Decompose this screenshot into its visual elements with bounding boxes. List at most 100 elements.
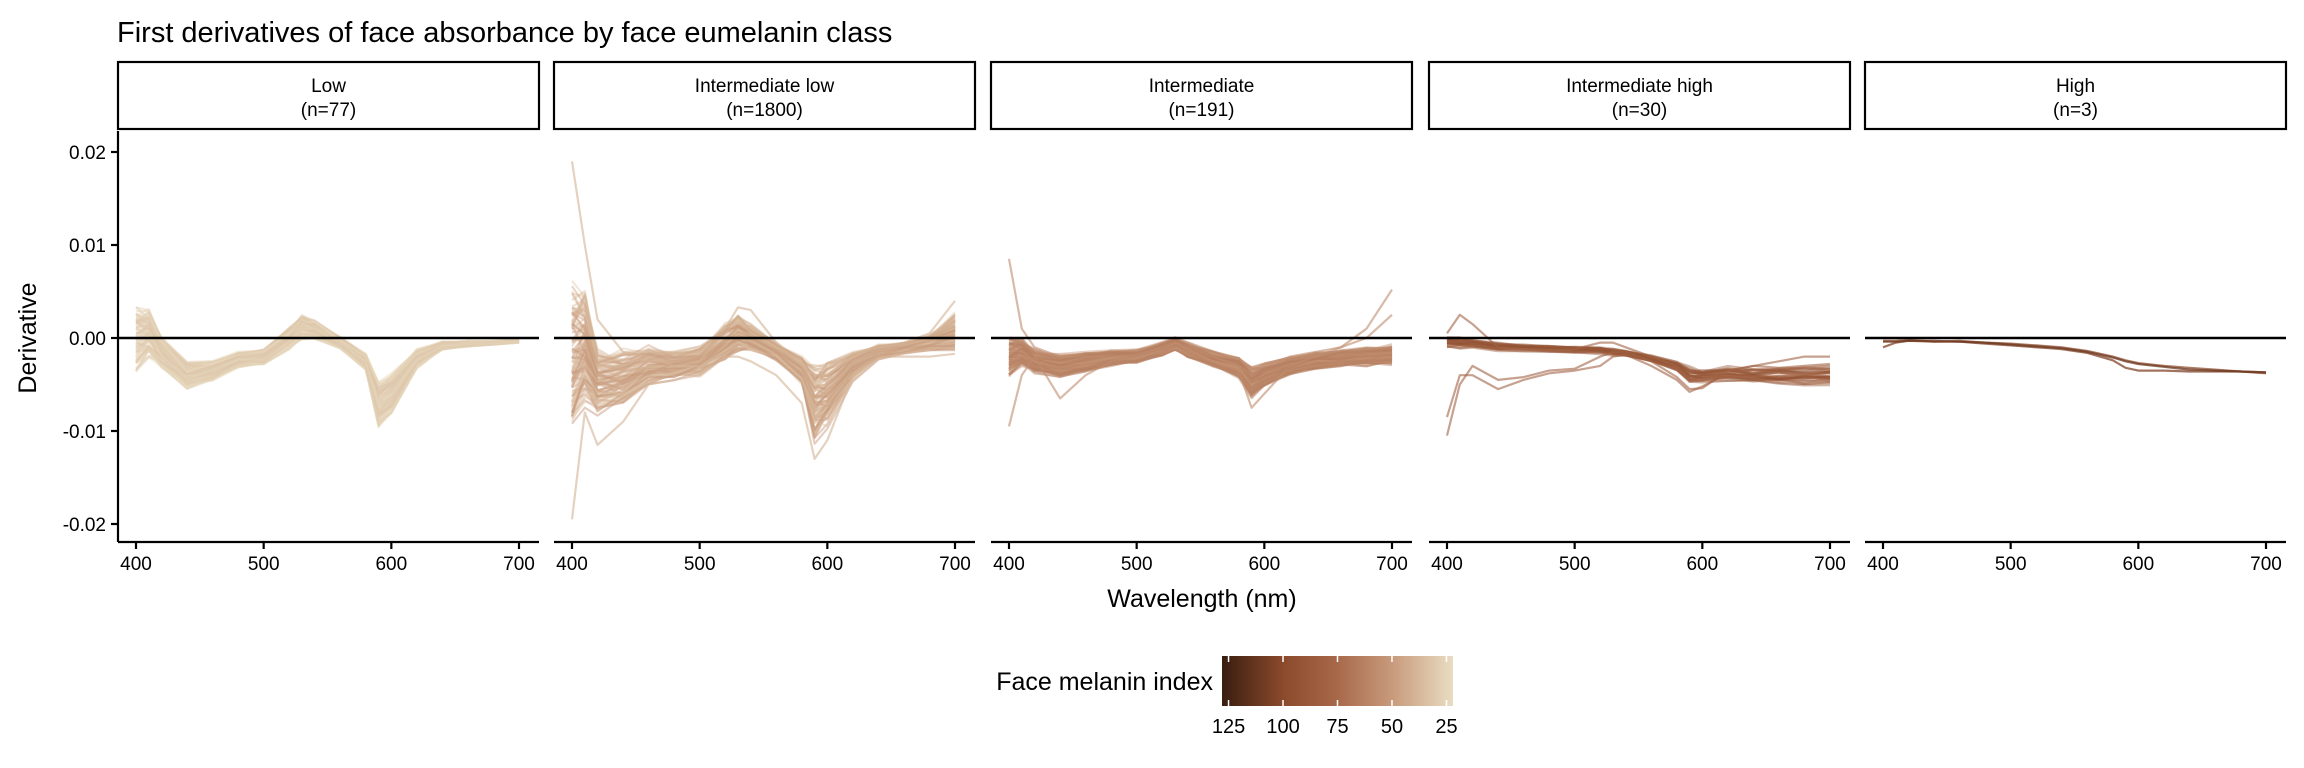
series-line — [135, 327, 520, 405]
strip-header — [552, 60, 977, 131]
series-line — [570, 330, 956, 399]
series-line — [135, 312, 520, 397]
series-line — [571, 335, 956, 409]
series-line — [135, 321, 520, 397]
series-line — [1009, 343, 1393, 383]
colorbar — [1222, 656, 1453, 706]
legend: Face melanin index 125 100 75 50 25 — [996, 656, 1458, 738]
series-line — [571, 280, 956, 375]
series-line — [571, 317, 956, 398]
series-line — [1008, 347, 1393, 392]
series-line — [135, 327, 520, 407]
series-line — [135, 318, 520, 395]
colorbar-tick-label: 25 — [1435, 716, 1457, 738]
series-line — [571, 333, 956, 419]
outlier-line — [570, 161, 956, 377]
series-line — [135, 325, 520, 413]
series-line — [1008, 346, 1393, 390]
series-line — [571, 304, 956, 383]
series-line — [1008, 344, 1393, 381]
series-line — [1008, 345, 1393, 395]
colorbar-tick-label: 50 — [1381, 716, 1403, 738]
series-line — [135, 332, 520, 414]
series-line — [1008, 348, 1393, 397]
x-tick-label: 400 — [1431, 554, 1463, 575]
series-line — [571, 321, 956, 376]
series-line — [135, 332, 520, 421]
series-line — [135, 320, 520, 393]
series-line — [1008, 341, 1393, 386]
x-tick-label: 700 — [939, 554, 971, 575]
series-line — [135, 324, 520, 407]
y-tick-label: 0.02 — [69, 143, 106, 164]
series-line — [135, 327, 520, 415]
series-line — [1008, 347, 1393, 394]
series-line — [1008, 348, 1393, 391]
series-line — [1008, 348, 1393, 392]
series-line — [135, 314, 520, 395]
series-line — [571, 333, 956, 416]
series-line — [135, 313, 520, 389]
x-tick-label: 600 — [1248, 554, 1280, 575]
series-line — [571, 332, 956, 400]
series-line — [571, 343, 956, 438]
outlier-line — [1007, 313, 1393, 427]
series-line — [1008, 343, 1393, 383]
series-line — [135, 328, 520, 413]
series-line — [135, 330, 520, 417]
series-line — [1008, 348, 1393, 400]
series-line — [135, 312, 520, 388]
series-line — [570, 323, 956, 399]
series-line — [1882, 339, 2267, 374]
panel-intermediate: Intermediate (n=191) 400 500 600 700 — [989, 60, 1414, 575]
series-line — [135, 320, 520, 395]
series-line — [571, 334, 956, 411]
series-line — [571, 323, 956, 389]
series-line — [571, 340, 956, 423]
series-line — [1008, 343, 1393, 383]
series-line — [571, 346, 956, 421]
series-line — [570, 332, 956, 407]
x-tick-label: 400 — [1867, 554, 1899, 575]
series-line — [1008, 338, 1393, 378]
series-line — [135, 314, 520, 384]
series-line — [135, 315, 520, 388]
series-line — [135, 314, 520, 387]
x-tick-label: 500 — [1121, 554, 1153, 575]
chart-title: First derivatives of face absorbance by … — [117, 17, 892, 49]
x-axis-title: Wavelength (nm) — [1107, 585, 1296, 613]
series-line — [1008, 339, 1393, 382]
series-line — [1008, 340, 1393, 379]
series-line — [571, 334, 956, 407]
series-line — [1008, 347, 1393, 392]
series-line — [135, 310, 520, 385]
series-line — [135, 319, 520, 403]
series-line — [571, 336, 956, 416]
series-line — [135, 326, 520, 406]
series-line — [135, 330, 520, 423]
series-line — [135, 320, 520, 398]
series-line — [571, 330, 956, 392]
series-line — [1008, 343, 1393, 386]
series-line — [135, 331, 520, 417]
panel-low: Low (n=77) 400 500 600 700 — [116, 60, 541, 575]
series-line — [1008, 348, 1393, 398]
series-line — [135, 316, 520, 391]
outlier-line — [1007, 258, 1393, 377]
series-line — [1008, 336, 1393, 369]
series-line — [571, 339, 956, 420]
legend-title: Face melanin index — [996, 668, 1213, 696]
series-line — [135, 324, 520, 410]
x-tick-label: 500 — [248, 554, 280, 575]
series-line — [1008, 336, 1393, 371]
series-line — [135, 317, 520, 396]
series-line — [1008, 344, 1393, 393]
series-line — [135, 318, 520, 395]
outlier-line — [1445, 353, 1831, 418]
series-line — [570, 331, 956, 420]
series-line — [571, 338, 956, 412]
series-line — [571, 325, 956, 404]
series-line — [135, 322, 520, 401]
panels: Low (n=77) 400 500 600 700 Intermediate low (n=… — [116, 60, 2288, 575]
series-line — [135, 315, 520, 390]
